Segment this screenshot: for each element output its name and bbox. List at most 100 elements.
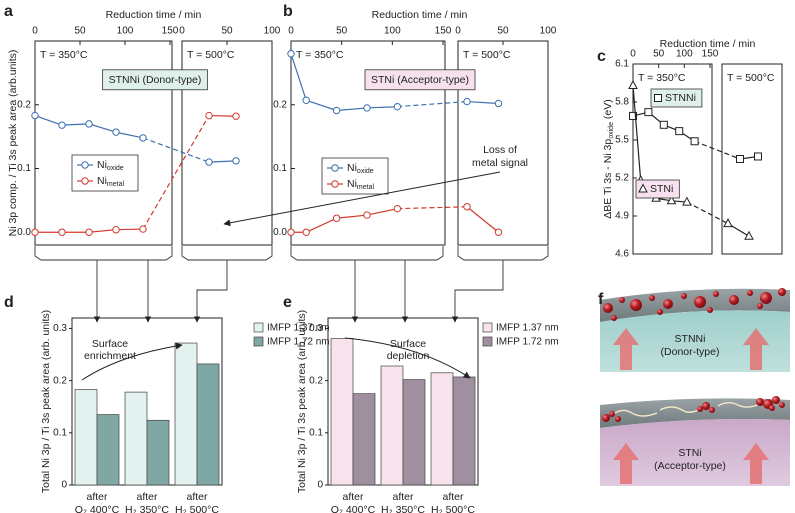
- y-tick-label: 0.2: [17, 99, 31, 110]
- y-axis-label: Ni 3p comp. / Ti 3s peak area (arb.units…: [7, 50, 19, 237]
- particle: [602, 414, 610, 422]
- marker: [393, 102, 402, 111]
- y-tick-label: 0.2: [273, 99, 287, 110]
- layer-label: (Acceptor-type): [654, 460, 726, 472]
- annotation: metal signal: [472, 157, 528, 169]
- marker: [744, 230, 754, 240]
- particle: [630, 299, 642, 311]
- surface-layer: [600, 288, 790, 322]
- x-tick-label: H₂ 500°C: [175, 504, 219, 513]
- marker: [723, 218, 733, 228]
- marker: [332, 106, 341, 115]
- x-tick-label: after: [136, 491, 158, 503]
- marker: [287, 50, 295, 58]
- segment-label: T = 500°C: [187, 49, 235, 61]
- marker: [139, 225, 147, 233]
- marker: [494, 99, 503, 108]
- marker: [363, 211, 371, 219]
- particle: [694, 296, 706, 308]
- x-tick-label: 0: [630, 49, 636, 60]
- y-axis-label: ΔBE Ti 3s - Ni 3poxide (eV): [602, 99, 615, 218]
- arrow: [193, 260, 228, 323]
- bar: [196, 363, 220, 486]
- text-part: Ni: [97, 159, 107, 171]
- annotation: Loss of: [483, 144, 517, 156]
- marker: [638, 183, 648, 193]
- y-tick-label: 5.5: [615, 135, 629, 146]
- marker: [302, 96, 310, 104]
- connector: [397, 100, 468, 108]
- marker: [287, 228, 295, 236]
- x-tick-label: 0: [288, 26, 294, 37]
- arrow: [451, 260, 504, 323]
- x-tick-label: 50: [336, 26, 348, 37]
- marker: [363, 104, 371, 112]
- y-tick-label: 0.1: [273, 163, 287, 174]
- marker: [81, 177, 89, 185]
- bar: [452, 376, 476, 486]
- marker: [463, 203, 471, 211]
- marker: [58, 121, 66, 129]
- illustration: [600, 288, 790, 486]
- y-tick-label: 0.2: [309, 375, 323, 386]
- panel-label: e: [283, 294, 292, 311]
- marker: [205, 111, 213, 120]
- x-tick-label: 0: [455, 26, 461, 37]
- marker: [690, 137, 699, 146]
- panel-label: f: [598, 291, 604, 308]
- particle: [760, 292, 772, 304]
- particle: [702, 402, 710, 410]
- annotation: enrichment: [84, 350, 136, 362]
- bar: [380, 365, 404, 486]
- subscript: oxide: [608, 122, 615, 139]
- bar: [174, 342, 198, 486]
- particle: [619, 297, 625, 303]
- x-tick-label: O₂ 400°C: [331, 504, 376, 513]
- bracket: [457, 246, 549, 261]
- marker: [85, 228, 93, 236]
- marker: [494, 228, 503, 236]
- layer-label: STNNi: [675, 333, 706, 345]
- x-tick-label: 100: [117, 26, 134, 37]
- legend-label: IMFP 1.37 nm: [496, 323, 559, 334]
- marker: [302, 228, 310, 236]
- marker: [232, 157, 240, 165]
- plot-frame: [290, 40, 446, 246]
- plot-frame: [632, 63, 713, 255]
- marker: [659, 120, 668, 129]
- annotation-arrow: [344, 337, 471, 379]
- legend: [321, 157, 389, 195]
- text-part: Ni: [347, 162, 357, 174]
- x-tick-label: after: [342, 491, 364, 503]
- box-label: STNNi (Donor-type): [109, 74, 202, 86]
- x-tick-label: 100: [676, 49, 693, 60]
- connector: [694, 140, 741, 160]
- x-tick-label: O₂ 400°C: [75, 504, 120, 513]
- x-tick-label: H₂ 350°C: [381, 504, 425, 513]
- marker: [139, 134, 147, 142]
- marker: [654, 94, 662, 102]
- x-tick-label: 100: [384, 26, 401, 37]
- y-tick-label: 6.1: [615, 59, 629, 70]
- x-tick-label: 50: [74, 26, 86, 37]
- marker: [85, 120, 93, 128]
- y-tick-label: 5.2: [615, 173, 629, 184]
- marker: [232, 112, 240, 120]
- plot-frame: [721, 63, 783, 255]
- y-tick-label: 0.0: [17, 227, 31, 238]
- particle: [756, 398, 764, 406]
- bar: [146, 419, 170, 486]
- text-part: (eV): [602, 99, 614, 122]
- y-tick-label: 0.1: [309, 427, 323, 438]
- legend-swatch: [482, 336, 493, 347]
- connector: [397, 206, 468, 210]
- y-tick-label: 0.3: [53, 323, 67, 334]
- particle: [603, 303, 613, 313]
- legend-label: IMFP 1.72 nm: [267, 337, 330, 348]
- segment-label: T = 500°C: [727, 72, 775, 84]
- panel-label: a: [4, 3, 13, 20]
- marker: [754, 152, 762, 161]
- x-tick-label: after: [186, 491, 208, 503]
- particle: [779, 402, 785, 408]
- x-tick-label: 150: [162, 26, 179, 37]
